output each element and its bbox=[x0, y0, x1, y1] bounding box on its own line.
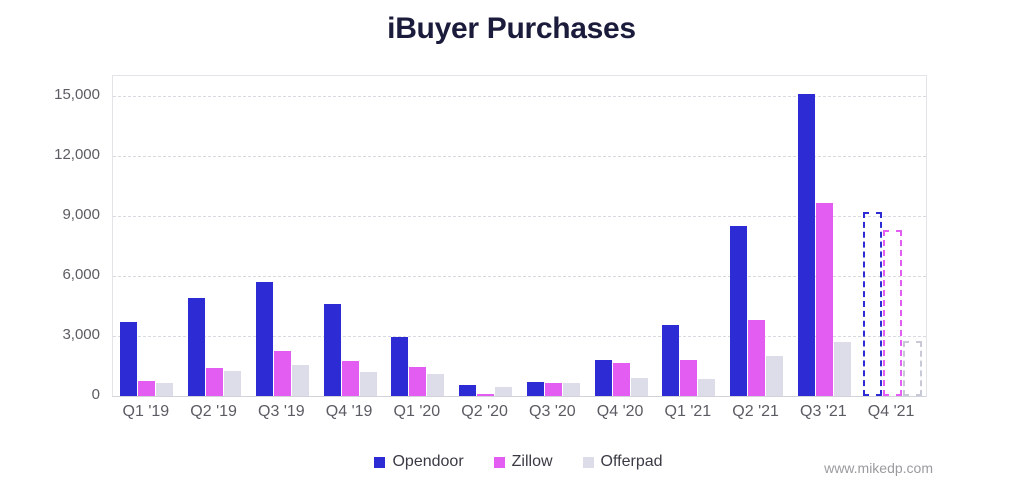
bar-opendoor-q220 bbox=[459, 385, 477, 396]
bar-offerpad-q120 bbox=[427, 374, 445, 396]
x-axis: Q1 '19 Q2 '19 Q3 '19 Q4 '19 Q1 '20 Q2 '20 Q3 '… bbox=[112, 403, 925, 421]
bar-opendoor-q120 bbox=[391, 337, 409, 396]
bar-group-q119 bbox=[113, 76, 181, 396]
bar-opendoor-q321 bbox=[797, 94, 815, 396]
y-tick-label: 0 bbox=[91, 386, 100, 403]
bar-group-q221 bbox=[723, 76, 791, 396]
bar-group-q320 bbox=[520, 76, 588, 396]
bar-groups bbox=[113, 76, 926, 396]
bar-group-q121 bbox=[655, 76, 723, 396]
bar-opendoor-q119 bbox=[120, 322, 138, 396]
bar-offerpad-q419 bbox=[359, 372, 377, 396]
x-tick-label: Q4 '20 bbox=[596, 403, 644, 420]
y-tick-label: 6,000 bbox=[62, 266, 100, 283]
legend-swatch-zillow bbox=[493, 456, 505, 468]
x-tick-label: Q4 '21 bbox=[867, 403, 915, 420]
bar-group-q421 bbox=[858, 76, 926, 396]
bar-offerpad-q121 bbox=[698, 379, 716, 396]
x-tick-label: Q3 '20 bbox=[529, 403, 576, 420]
bar-group-q120 bbox=[384, 76, 452, 396]
bar-offerpad-q320 bbox=[562, 383, 580, 396]
bar-offerpad-q221 bbox=[766, 356, 784, 396]
legend-label-zillow: Zillow bbox=[511, 453, 553, 470]
bar-opendoor-q121 bbox=[662, 325, 680, 396]
bar-opendoor-q421 bbox=[862, 212, 882, 396]
x-tick-label: Q1 '20 bbox=[393, 403, 441, 420]
legend-item-offerpad: Offerpad bbox=[582, 453, 663, 471]
bar-opendoor-q419 bbox=[323, 304, 341, 396]
bar-group-q219 bbox=[181, 76, 249, 396]
gridline-6,000 bbox=[113, 276, 926, 277]
gridline-15,000 bbox=[113, 96, 926, 97]
y-tick-label: 12,000 bbox=[54, 146, 100, 163]
bar-opendoor-q320 bbox=[526, 382, 544, 396]
gridline-3,000 bbox=[113, 336, 926, 337]
y-tick-label: 3,000 bbox=[62, 326, 100, 343]
bar-zillow-q319 bbox=[273, 351, 291, 396]
bar-offerpad-q321 bbox=[833, 342, 851, 396]
bar-offerpad-q119 bbox=[156, 383, 174, 396]
legend-item-opendoor: Opendoor bbox=[374, 453, 464, 471]
bar-offerpad-q420 bbox=[630, 378, 648, 396]
bar-group-q319 bbox=[249, 76, 317, 396]
bar-opendoor-q420 bbox=[594, 360, 612, 396]
gridline-9,000 bbox=[113, 216, 926, 217]
bar-group-q220 bbox=[452, 76, 520, 396]
bar-zillow-q420 bbox=[612, 363, 630, 396]
bar-zillow-q221 bbox=[748, 320, 766, 396]
bar-zillow-q419 bbox=[341, 361, 359, 396]
x-tick-label: Q3 '21 bbox=[800, 403, 847, 420]
x-tick-label: Q1 '21 bbox=[664, 403, 712, 420]
legend-item-zillow: Zillow bbox=[493, 453, 553, 471]
bar-opendoor-q219 bbox=[188, 298, 206, 396]
bar-zillow-q321 bbox=[815, 203, 833, 396]
plot-area bbox=[112, 75, 927, 397]
bar-group-q420 bbox=[587, 76, 655, 396]
x-tick-label: Q2 '19 bbox=[190, 403, 237, 420]
bar-zillow-q220 bbox=[477, 394, 495, 396]
bar-offerpad-q319 bbox=[291, 365, 309, 396]
gridline-12,000 bbox=[113, 156, 926, 157]
bar-zillow-q219 bbox=[206, 368, 224, 396]
footer-credit: www.mikedp.com bbox=[824, 460, 933, 476]
bar-opendoor-q319 bbox=[255, 282, 273, 396]
x-tick-label: Q2 '20 bbox=[461, 403, 508, 420]
bar-group-q419 bbox=[316, 76, 384, 396]
bar-offerpad-q220 bbox=[495, 387, 513, 396]
chart-title: iBuyer Purchases bbox=[387, 12, 636, 45]
x-tick-label: Q4 '19 bbox=[325, 403, 373, 420]
bar-zillow-q119 bbox=[138, 381, 156, 396]
bar-offerpad-q421 bbox=[902, 341, 922, 396]
bar-zillow-q320 bbox=[544, 383, 562, 396]
bar-zillow-q421 bbox=[882, 230, 902, 396]
bar-offerpad-q219 bbox=[224, 371, 242, 396]
legend: Opendoor Zillow Offerpad bbox=[112, 453, 925, 471]
x-tick-label: Q1 '19 bbox=[122, 403, 170, 420]
bar-zillow-q121 bbox=[680, 360, 698, 396]
bar-zillow-q120 bbox=[409, 367, 427, 396]
legend-swatch-opendoor bbox=[374, 456, 386, 468]
legend-label-opendoor: Opendoor bbox=[392, 453, 464, 470]
x-tick-label: Q3 '19 bbox=[258, 403, 305, 420]
legend-swatch-offerpad bbox=[582, 456, 594, 468]
bar-group-q321 bbox=[791, 76, 859, 396]
bar-opendoor-q221 bbox=[730, 226, 748, 396]
x-tick-label: Q2 '21 bbox=[732, 403, 779, 420]
legend-label-offerpad: Offerpad bbox=[600, 453, 663, 470]
y-tick-label: 15,000 bbox=[54, 86, 100, 103]
y-tick-label: 9,000 bbox=[62, 206, 100, 223]
